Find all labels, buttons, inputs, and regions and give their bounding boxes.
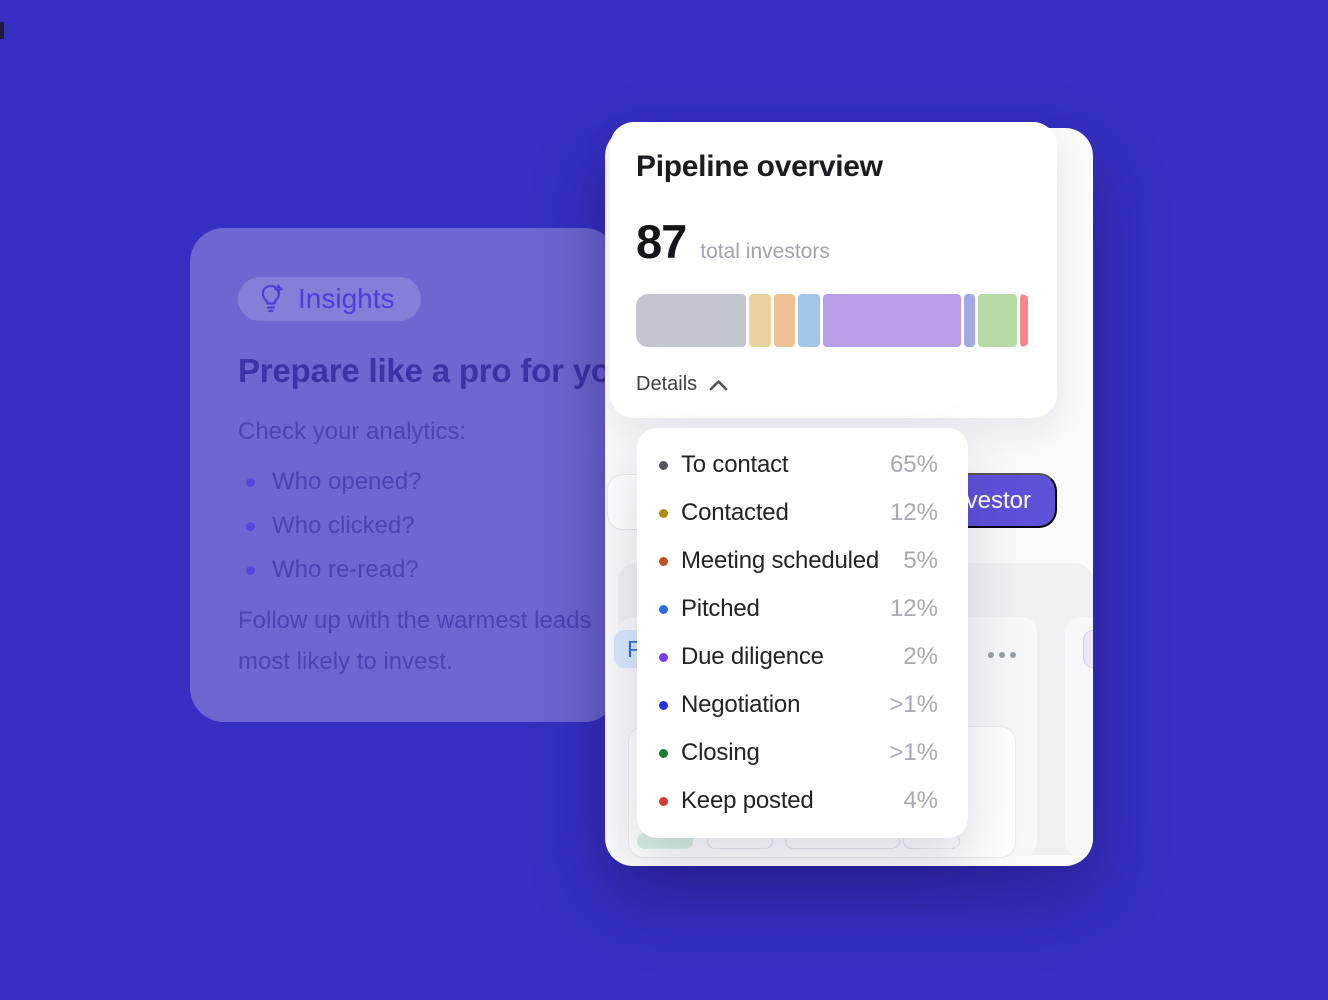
details-label: Details [636,373,698,395]
legend-label: Contacted [681,499,789,526]
legend-value: 12% [889,499,938,526]
legend-value: >1% [889,739,938,766]
edge-artifact [0,22,4,39]
legend-dot-icon [659,652,668,662]
legend-dot-icon [659,604,668,614]
legend-label: Due diligence [681,643,824,670]
insights-outro-line: most likely to invest. [238,648,453,675]
legend-label: Meeting scheduled [681,547,880,574]
insights-bullet-item: Who re-read? [238,548,421,592]
legend-value: 2% [903,643,938,670]
bullet-text: Who re-read? [272,556,419,583]
legend-row: Keep posted 4% [637,777,968,825]
stage-bar-segment [978,294,1017,347]
insights-badge: Insights [238,277,421,321]
insights-bullet-item: Who clicked? [238,504,421,548]
legend-dot-icon [659,556,668,566]
legend-row: To contact 65% [637,441,968,489]
stage-bar-segment [798,294,820,347]
legend-dot-icon [659,460,668,470]
legend-value: 12% [889,595,938,622]
bullet-dot-icon [246,477,255,487]
legend-dot-icon [659,700,668,710]
bullet-dot-icon [246,565,255,575]
lightbulb-sparkle-icon [256,283,286,315]
bullet-text: Who clicked? [272,512,415,539]
legend-value: 4% [903,787,938,814]
stage-bar-segment [636,294,746,347]
pipeline-stage-bar [636,294,1032,347]
legend-row: Negotiation >1% [637,681,968,729]
insights-bullet-list: Who opened? Who clicked? Who re-read? [238,460,421,592]
legend-dot-icon [659,748,668,758]
legend-label: Keep posted [681,787,814,814]
stage-bar-segment [749,294,771,347]
pipeline-details-popover: To contact 65% Contacted 12% Meeting schedul… [637,428,968,838]
pipeline-overview-card: Pipeline overview 87 total investors Det… [610,122,1057,418]
total-investors-stat: 87 total investors [636,214,1031,269]
legend-row: Due diligence 2% [637,633,968,681]
insights-bullet-item: Who opened? [238,460,421,504]
pipeline-card-title: Pipeline overview [636,150,883,183]
insights-badge-label: Insights [298,283,395,314]
legend-value: >1% [889,691,938,718]
bullet-text: Who opened? [272,468,422,495]
stage-bar-segment [1020,294,1028,347]
insights-outro: Follow up with the warmest leads most lik… [238,600,591,682]
total-investors-value: 87 [636,215,687,268]
legend-label: Closing [681,739,760,766]
details-toggle[interactable]: Details [636,373,728,396]
legend-dot-icon [659,508,668,518]
legend-dot-icon [659,796,668,806]
legend-label: Pitched [681,595,760,622]
chevron-up-icon [709,379,728,391]
insights-intro: Check your analytics: [238,418,467,445]
total-investors-label: total investors [700,240,830,263]
legend-value: 5% [903,547,938,574]
add-investor-button-label: vestor [965,486,1031,514]
ellipsis-icon[interactable] [988,652,1016,658]
insights-outro-line: Follow up with the warmest leads [238,607,592,634]
legend-label: To contact [681,451,789,478]
legend-label: Negotiation [681,691,801,718]
legend-row: Pitched 12% [637,585,968,633]
legend-row: Contacted 12% [637,489,968,537]
legend-value: 65% [889,451,938,478]
stage-bar-segment [774,294,795,347]
insights-heading: Prepare like a pro for you [238,352,631,389]
legend-row: Closing >1% [637,729,968,777]
bullet-dot-icon [246,521,255,531]
stage-bar-segment [823,294,961,347]
insights-card: Insights Prepare like a pro for you Chec… [190,228,631,722]
column-stage-pill[interactable] [1083,630,1093,668]
stage-bar-segment [964,294,975,347]
legend-row: Meeting scheduled 5% [637,537,968,585]
